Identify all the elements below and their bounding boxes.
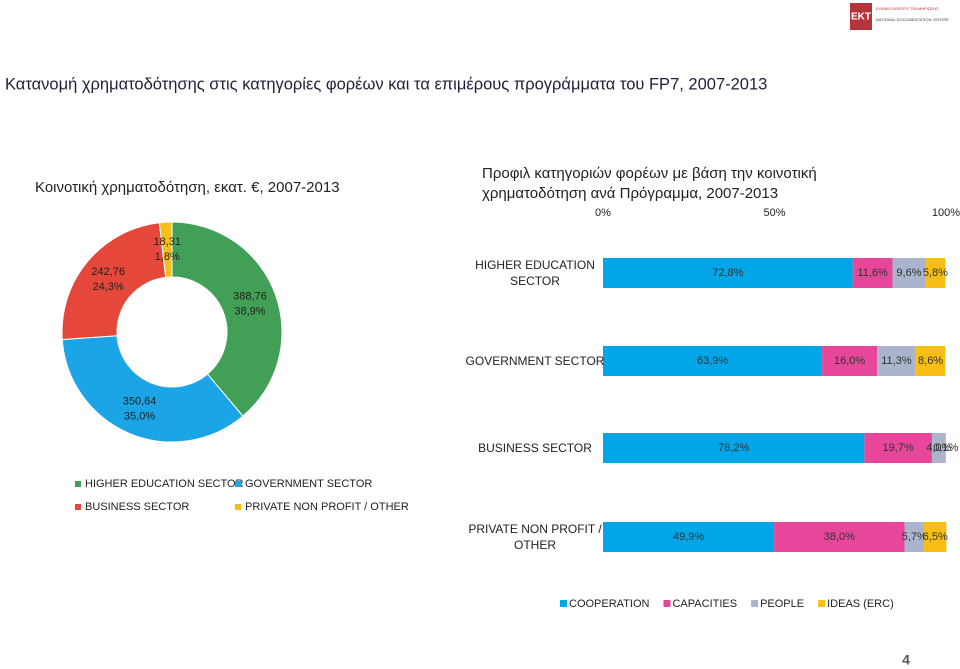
data-label: 6,5% xyxy=(923,531,948,543)
legend-label: IDEAS (ERC) xyxy=(827,598,894,610)
data-label: 388,76 xyxy=(233,290,267,302)
bar-segment xyxy=(931,433,946,463)
bar-segment xyxy=(603,522,775,552)
donut-slice xyxy=(61,335,244,443)
logo-box xyxy=(850,3,872,30)
data-label: 0,1% xyxy=(933,442,958,454)
legend-swatch xyxy=(235,481,241,487)
legend-swatch xyxy=(663,600,671,607)
legend-label: PEOPLE xyxy=(760,598,804,610)
logo-mark: EKT xyxy=(851,12,871,23)
logo-name-gr: ΕΘΝΙΚΟ ΚΕΝΤΡΟ ΤΕΚΜΗΡΙΩΣΗΣ xyxy=(876,6,939,11)
bar-segment xyxy=(603,346,823,376)
bar-segment xyxy=(603,258,853,288)
y-tick-label: GOVERNMENT SECTOR xyxy=(465,354,605,368)
legend-swatch xyxy=(75,481,81,487)
legend-label: HIGHER EDUCATION SECTOR xyxy=(85,478,244,490)
data-label: 16,0% xyxy=(834,355,865,367)
data-label: 11,6% xyxy=(857,267,888,279)
bar-title: Προφιλ κατηγοριών φορέων με βάση την κοι… xyxy=(482,165,817,202)
legend-label: PRIVATE NON PROFIT / OTHER xyxy=(245,501,409,513)
bar-segment xyxy=(915,346,946,376)
data-label: 242,76 xyxy=(91,266,125,278)
legend-label: GOVERNMENT SECTOR xyxy=(245,478,372,490)
data-label: 4,0% xyxy=(926,442,951,454)
legend-swatch xyxy=(560,600,567,607)
bar-segment xyxy=(892,258,926,288)
bar-segment xyxy=(852,258,893,288)
bar-segment xyxy=(864,433,932,463)
legend-swatch xyxy=(818,600,826,607)
data-label: 9,6% xyxy=(896,267,921,279)
data-label: 76,2% xyxy=(718,442,749,454)
legend-label: BUSINESS SECTOR xyxy=(85,501,189,513)
data-label: 49,9% xyxy=(673,531,704,543)
bar-segment xyxy=(877,346,916,376)
bar-segment xyxy=(774,522,905,552)
legend-label: COOPERATION xyxy=(569,598,650,610)
data-label: 72,8% xyxy=(712,267,743,279)
x-tick-label: 100% xyxy=(932,207,960,219)
page-number: 4 xyxy=(902,652,910,668)
donut-title: Κοινοτική χρηματοδότηση, εκατ. €, 2007-2… xyxy=(35,179,340,196)
donut-slice xyxy=(61,222,167,341)
data-label: 8,6% xyxy=(918,355,943,367)
bar-segment xyxy=(822,346,878,376)
y-tick-label: PRIVATE NON PROFIT / OTHER xyxy=(468,522,602,552)
bar-segment xyxy=(603,433,865,463)
data-label-percent: 1,8% xyxy=(155,251,180,263)
legend-label: CAPACITIES xyxy=(672,598,737,610)
data-label-percent: 38,9% xyxy=(234,305,265,317)
bar-segment xyxy=(924,522,947,552)
data-label-percent: 24,3% xyxy=(93,281,124,293)
slide-title: Κατανομή χρηματοδότησης στις κατηγορίες … xyxy=(5,75,767,93)
data-label: 63,9% xyxy=(697,355,728,367)
data-label-percent: 35,0% xyxy=(124,410,155,422)
data-label: 5,8% xyxy=(923,267,948,279)
bar-segment xyxy=(925,258,946,288)
donut-slice xyxy=(158,221,173,278)
data-label: 350,64 xyxy=(123,395,157,407)
y-tick-label: BUSINESS SECTOR xyxy=(478,441,592,455)
data-label: 11,3% xyxy=(881,355,912,367)
x-tick-label: 50% xyxy=(763,207,785,219)
data-label: 38,0% xyxy=(824,531,855,543)
data-label: 19,7% xyxy=(883,442,914,454)
x-tick-label: 0% xyxy=(595,207,611,219)
y-tick-label: HIGHER EDUCATION SECTOR xyxy=(475,258,595,288)
legend-swatch xyxy=(235,504,241,510)
data-label: 18,31 xyxy=(153,236,181,248)
data-label: 5,7% xyxy=(902,531,927,543)
donut-slice xyxy=(171,221,283,417)
legend-swatch xyxy=(75,504,81,510)
legend-swatch xyxy=(751,600,759,607)
logo-name-en: NATIONAL DOCUMENTATION CENTRE xyxy=(876,17,949,22)
bar-segment xyxy=(904,522,925,552)
